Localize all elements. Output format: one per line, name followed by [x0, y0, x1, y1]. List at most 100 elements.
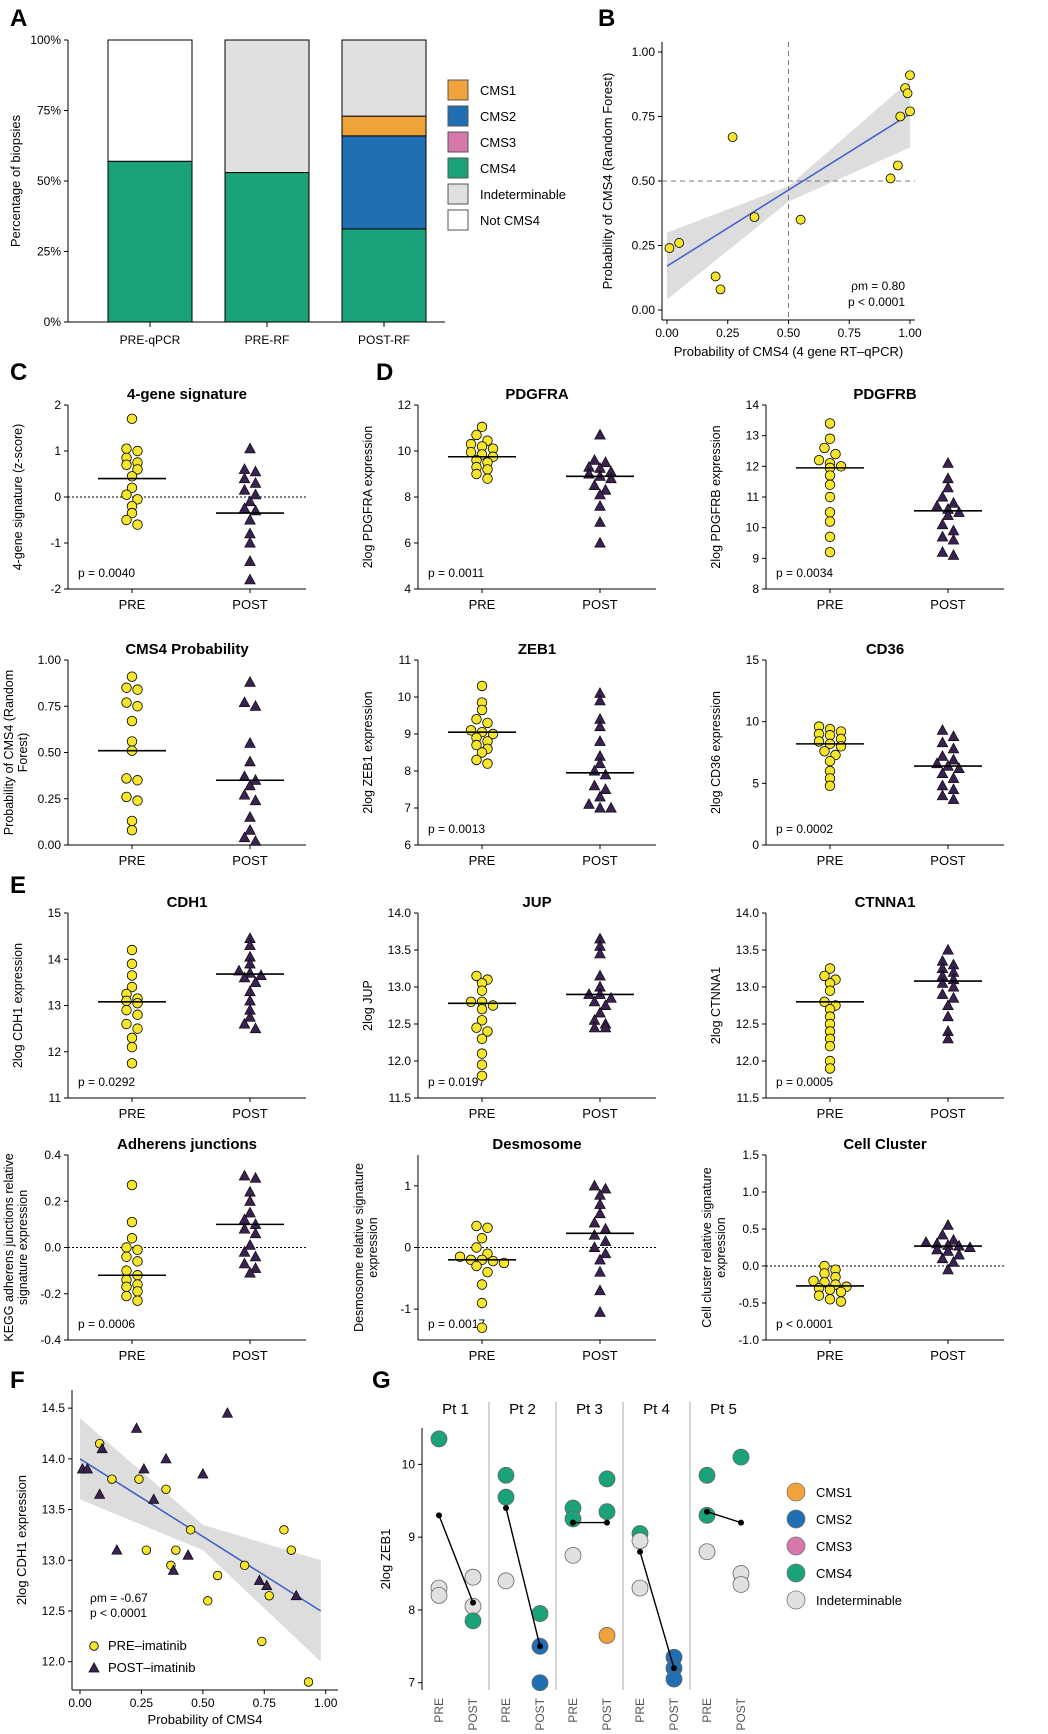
legend-swatch [447, 105, 469, 127]
pre-point [264, 1591, 274, 1601]
panel-d2: 8 9 10 11 12 13 14 PDGFRB PRE POST 2log PDGFRB exp… [709, 386, 1004, 612]
post-point [244, 442, 256, 454]
x-tick-label: 0.50 [777, 326, 801, 340]
p-value: p = 0.0017 [428, 1317, 485, 1331]
x-tick-label: POST [734, 1697, 748, 1730]
post-point [130, 1422, 143, 1433]
pre-point [126, 1179, 138, 1191]
y-tick-label: -0.5 [738, 1296, 759, 1310]
pre-point [126, 981, 138, 993]
post-point [594, 428, 606, 440]
post-point [599, 1021, 612, 1033]
x-tick-label: POST-RF [358, 333, 410, 347]
x-tick-label: POST [232, 1106, 267, 1121]
patient-label: Pt 3 [576, 1401, 603, 1418]
legend-label: CMS2 [816, 1512, 852, 1527]
legend-swatch [447, 209, 469, 231]
post-point [244, 755, 256, 767]
x-tick-label: POST [232, 1348, 267, 1363]
panel-e4: -0.4 -0.2 0.0 0.2 0.4 Adherens junctions PRE PO… [2, 1136, 306, 1363]
panel-e2: 11.5 12.0 12.5 13.0 13.5 14.0 JUP PRE POST 2log J… [361, 894, 656, 1121]
pre-biopsy-point [497, 1488, 515, 1506]
pre-point [121, 1290, 132, 1302]
panel-c1: -2 -1 0 1 2 4-gene signature PRE POST 4-gene sig… [11, 386, 306, 612]
pre-point [126, 1032, 138, 1044]
y-tick-label: 0.5 [742, 1222, 759, 1236]
y-tick-label: 13.0 [736, 980, 760, 994]
post-mean-point [738, 1519, 744, 1526]
pre-point [824, 491, 836, 503]
pre-point [482, 1026, 493, 1037]
post-point [599, 999, 612, 1011]
post-point [233, 964, 245, 976]
y-axis-label: 2log CDH1 expression [14, 1475, 29, 1605]
legend-label: Indeterminable [480, 187, 566, 202]
pre-point [471, 1022, 482, 1033]
post-point [244, 1195, 256, 1206]
post-point [244, 939, 256, 950]
panel-f: 12.0 12.5 13.0 13.5 14.0 14.5 0.00 0.25 0.50 0.75… [14, 1390, 338, 1727]
post-point [936, 1252, 949, 1264]
post-point [238, 788, 251, 800]
mean-connector [505, 1507, 541, 1647]
data-point [715, 284, 726, 295]
plot-title: Adherens junctions [117, 1136, 257, 1153]
legend-swatch [447, 131, 469, 153]
pre-point [824, 507, 836, 518]
y-axis-label: 2log JUP [361, 980, 375, 1031]
post-point [244, 737, 256, 748]
y-tick-label: 6 [404, 838, 411, 852]
x-tick-label: 0.25 [130, 1696, 154, 1710]
pre-point [476, 1322, 488, 1333]
pre-point [476, 1279, 488, 1290]
post-point [249, 1250, 262, 1262]
y-tick-label: 0.4 [44, 1148, 61, 1162]
y-tick-label: 12.0 [736, 1054, 760, 1068]
pre-point [824, 963, 836, 974]
legend-marker [786, 1590, 806, 1610]
y-tick-label: -1.0 [738, 1333, 759, 1347]
y-axis-label: 4-gene signature (z-score) [11, 424, 25, 571]
pre-point [476, 704, 488, 716]
legend-swatch [447, 79, 469, 101]
y-tick-label: 12.5 [42, 1604, 66, 1618]
panel-d4: 0 5 10 15 CD36 PRE POST 2log CD36 expression p =… [709, 641, 1004, 868]
pre-point [132, 1295, 143, 1306]
plot-title: ZEB1 [518, 641, 556, 658]
y-axis-label: Probability of CMS4 (RandomForest) [2, 670, 30, 835]
post-point [138, 1462, 150, 1474]
p-value: p = 0.0292 [78, 1075, 135, 1089]
post-point [947, 793, 960, 804]
y-tick-label: 10 [746, 521, 760, 535]
bar-segment-cms4 [107, 160, 193, 323]
bar-segment-indeterminable [341, 39, 427, 117]
legend-label: CMS4 [816, 1566, 852, 1581]
y-tick-label: 9 [404, 727, 411, 741]
y-axis-label: Cell cluster relative signatureexpressio… [700, 1167, 728, 1328]
x-tick-label: PRE [469, 1106, 496, 1121]
patient-label: Pt 5 [710, 1401, 737, 1418]
post-point [936, 749, 949, 761]
y-tick-label: 15 [48, 906, 62, 920]
pre-point [132, 1009, 143, 1020]
post-biopsy-point [531, 1674, 549, 1692]
y-tick-label: 8 [752, 582, 759, 596]
pre-point [121, 1281, 132, 1293]
fit-line [79, 1458, 322, 1612]
post-point [244, 573, 256, 585]
bar-segment-indeterminable [224, 39, 310, 174]
pre-point [819, 442, 830, 454]
x-tick-label: 0.00 [655, 326, 679, 340]
y-tick-label: 11.5 [389, 1091, 412, 1105]
pre-point [835, 1286, 847, 1298]
x-tick-label: POST [582, 1348, 617, 1363]
pre-point [471, 1220, 482, 1232]
p-value: p = 0.0002 [776, 822, 833, 836]
pre-point [132, 1244, 143, 1256]
pre-point [121, 995, 132, 1007]
pre-point [126, 507, 138, 519]
post-point [249, 794, 262, 806]
post-point [588, 479, 601, 491]
post-point [238, 1169, 251, 1181]
